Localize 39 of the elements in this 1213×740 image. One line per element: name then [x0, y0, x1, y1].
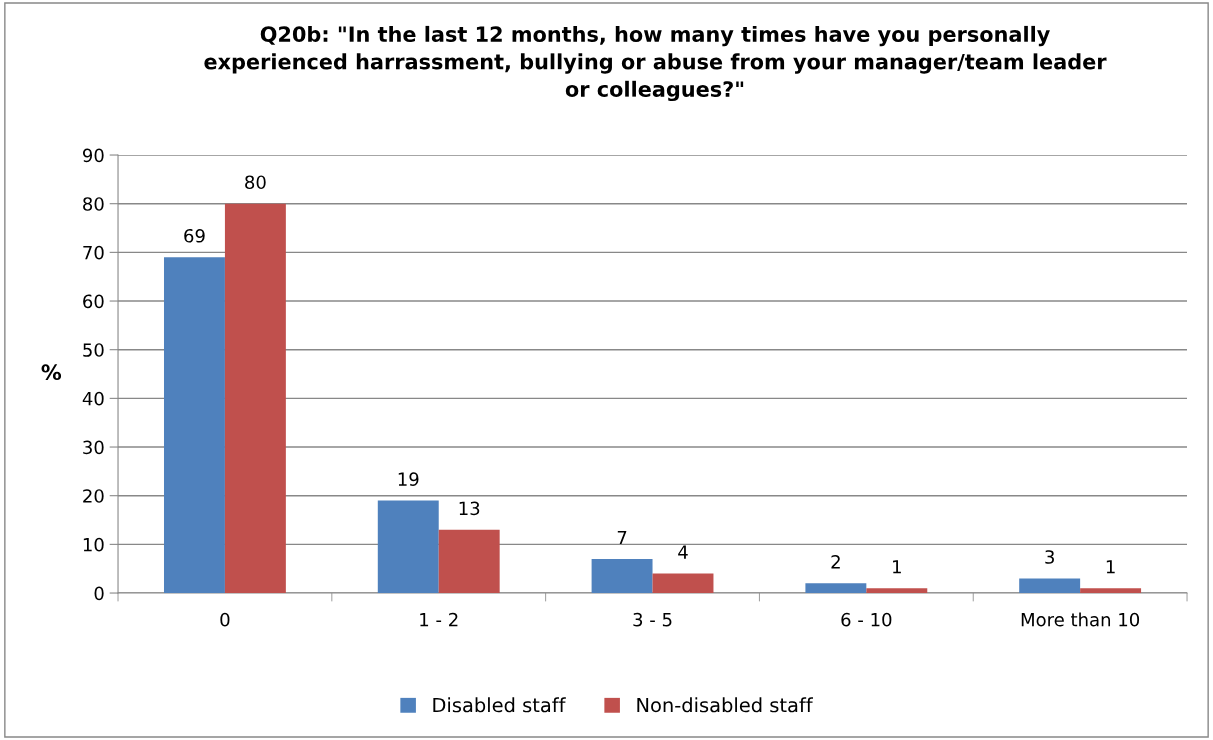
data-label: 3 [1045, 550, 1054, 564]
data-label: 4 [678, 545, 688, 559]
data-label: 19 [398, 472, 419, 486]
y-tick-label: 20 [83, 489, 104, 503]
x-tick-label: 1 - 2 [420, 612, 458, 627]
x-tick-label: 6 - 10 [841, 612, 892, 627]
data-label: 69 [184, 228, 205, 243]
x-tick-label: 3 - 5 [633, 612, 672, 627]
y-tick-label: 0 [94, 586, 104, 601]
legend-label: Non-disabled staff [637, 697, 814, 713]
x-tick-label: More than 10 [1021, 612, 1140, 627]
bar [438, 529, 500, 594]
bar [591, 558, 653, 594]
data-label: 7 [617, 530, 627, 545]
y-tick-label: 70 [83, 245, 104, 260]
y-tick-label: 90 [82, 148, 104, 163]
data-label: 2 [831, 555, 840, 569]
data-label: 80 [245, 175, 266, 190]
bar [652, 573, 714, 594]
chart-title: Q20b: "In the last 12 months, how many times have you personally experienced harrassment, bullying or abuse from your manager/team leader or colleagues?" [204, 25, 1107, 102]
bar [224, 203, 286, 594]
data-label: 1 [893, 560, 901, 574]
bar [377, 500, 439, 594]
y-tick-label: 40 [82, 391, 104, 406]
x-tick-label: 0 [220, 612, 230, 627]
bar [805, 583, 867, 594]
y-axis-title: % [41, 364, 62, 381]
data-label: 1 [1106, 560, 1115, 574]
y-tick-label: 50 [83, 343, 104, 357]
y-tick-label: 30 [83, 440, 104, 455]
y-tick-label: 60 [83, 294, 104, 309]
bar [866, 588, 928, 594]
bar [1019, 578, 1081, 594]
legend-label: Disabled staff [433, 697, 566, 713]
bar [163, 257, 225, 594]
bar [1080, 588, 1142, 594]
y-tick-label: 80 [83, 197, 104, 211]
data-label: 13 [459, 501, 480, 516]
y-tick-label: 10 [83, 537, 104, 552]
